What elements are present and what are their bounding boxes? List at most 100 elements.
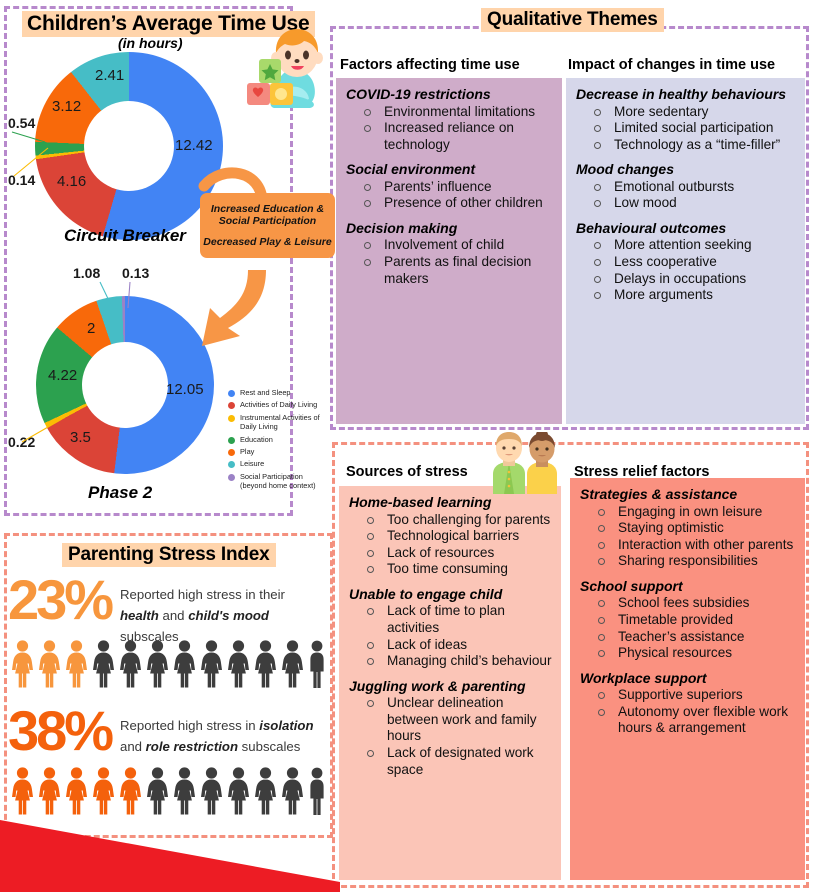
legend-color-swatch — [228, 390, 235, 397]
legend-label: Social Participation (beyond home contex… — [240, 471, 316, 491]
theme-group: Juggling work & parenting Unclear delinea… — [349, 678, 553, 778]
theme-group: Behavioural outcomes More attention seeki… — [576, 220, 797, 304]
person-icon-female — [199, 640, 224, 688]
donut2-label-education: 4.22 — [48, 367, 78, 384]
donut2-caption: Phase 2 — [88, 483, 153, 502]
legend-label: Education — [240, 434, 273, 444]
psi-desc-2-suffix: subscales — [238, 739, 301, 754]
list-item: Low mood — [592, 195, 797, 212]
legend-label: Play — [240, 447, 255, 457]
theme-group: School support School fees subsidies Timet… — [580, 578, 797, 662]
legend-label: Instrumental Activities of Daily Living — [240, 412, 320, 432]
theme-group: Workplace support Supportive superiors Aut… — [580, 670, 797, 737]
donut2-leader-lines — [21, 281, 131, 443]
list-item: More sedentary — [592, 104, 797, 121]
list-item: Parents as final decision makers — [362, 254, 554, 287]
theme-group-title: Juggling work & parenting — [349, 677, 526, 694]
time-use-title: Children’s Average Time Use — [22, 11, 315, 37]
legend-color-swatch — [228, 449, 235, 457]
list-item: Timetable provided — [596, 612, 797, 629]
list-item: Teacher’s assistance — [596, 629, 797, 646]
theme-group-list: Emotional outbursts Low mood — [576, 179, 797, 212]
region-stress-themes — [332, 442, 809, 888]
person-icon-female — [172, 640, 197, 688]
list-item: Supportive superiors — [596, 687, 797, 704]
psi-desc-2-em2: role restriction — [145, 739, 239, 754]
theme-group-title: Home-based learning — [349, 494, 492, 510]
theme-group-list: Lack of time to plan activities Lack of i… — [349, 603, 553, 669]
list-item: Presence of other children — [362, 195, 554, 212]
list-item: Sharing responsibilities — [596, 553, 797, 570]
panel-heading-impact: Impact of changes in time use — [568, 57, 776, 73]
list-item: Autonomy over flexible work hours & arra… — [596, 704, 797, 737]
person-icon-female — [37, 640, 62, 688]
chart-legend: Rest and Sleep Activities of Daily Living… — [228, 388, 330, 494]
callout-box: Increased Education & Social Participati… — [200, 193, 335, 258]
person-icon-female — [64, 640, 89, 688]
psi-desc-2-prefix: Reported high stress in — [120, 718, 260, 733]
donut2-label-adl: 3.5 — [70, 429, 91, 446]
psi-title: Parenting Stress Index — [62, 543, 276, 567]
theme-group-list: More attention seeking Less cooperative De… — [576, 237, 797, 303]
donut-hole — [84, 101, 174, 191]
donut2-label-leisure: 1.08 — [73, 265, 101, 281]
legend-item: Play — [228, 447, 330, 457]
psi-pictogram-1 — [10, 640, 329, 688]
legend-item: Social Participation (beyond home contex… — [228, 472, 330, 491]
theme-group: COVID-19 restrictions Environmental limit… — [346, 86, 554, 153]
time-use-subtitle: (in hours) — [118, 35, 183, 51]
person-icon-female — [280, 767, 305, 815]
qualitative-themes-title: Qualitative Themes — [481, 8, 664, 32]
legend-item: Activities of Daily Living — [228, 400, 330, 410]
psi-percent-2: 38% — [8, 699, 114, 762]
list-item: Too challenging for parents — [365, 512, 553, 529]
person-icon-female — [37, 767, 62, 815]
person-icon-female — [226, 767, 251, 815]
donut1-label-leisure: 2.41 — [95, 67, 125, 84]
list-item: School fees subsidies — [596, 595, 797, 612]
list-item: Lack of resources — [365, 545, 553, 562]
psi-description-1: Reported high stress in their health and… — [120, 584, 320, 647]
legend-item: Rest and Sleep — [228, 388, 330, 397]
theme-group: Mood changes Emotional outbursts Low mood — [576, 161, 797, 212]
list-item: Lack of ideas — [365, 637, 553, 654]
psi-percent-1: 23% — [8, 568, 114, 631]
psi-desc-1-em1: health — [120, 608, 159, 623]
legend-color-swatch — [228, 461, 235, 469]
list-item: Increased reliance on technology — [362, 120, 554, 153]
theme-group-title: Decision making — [346, 219, 458, 236]
theme-group-list: Too challenging for parents Technological… — [349, 512, 553, 578]
panel-heading-stress-relief: Stress relief factors — [574, 464, 710, 480]
theme-group-list: Engaging in own leisure Staying optimisti… — [580, 504, 797, 570]
donut1-label-adl: 4.16 — [57, 173, 87, 190]
person-icon-female — [199, 767, 224, 815]
donut2-label-play: 2 — [87, 320, 96, 337]
theme-group: Strategies & assistance Engaging in own l… — [580, 486, 797, 570]
panel-sources-of-stress: Home-based learning Too challenging for p… — [339, 486, 561, 880]
theme-group-list: Parents’ influence Presence of other chil… — [346, 179, 554, 212]
legend-label: Rest and Sleep — [240, 388, 291, 397]
person-icon-female — [118, 767, 143, 815]
panel-factors-affecting-time-use: COVID-19 restrictions Environmental limit… — [336, 78, 562, 424]
list-item: Too time consuming — [365, 561, 553, 578]
psi-desc-2-mid: and — [120, 739, 146, 754]
psi-pictogram-2 — [10, 767, 329, 815]
psi-desc-1-mid: and — [158, 608, 189, 623]
legend-item: Instrumental Activities of Daily Living — [228, 413, 330, 432]
theme-group-list: Environmental limitations Increased relia… — [346, 104, 554, 154]
list-item: Interaction with other parents — [596, 537, 797, 554]
psi-desc-1-suffix: subscales — [120, 629, 179, 644]
legend-label: Leisure — [240, 459, 265, 469]
child-playing-blocks-illustration — [247, 29, 323, 108]
list-item: Engaging in own leisure — [596, 504, 797, 521]
theme-group: Home-based learning Too challenging for p… — [349, 494, 553, 578]
theme-group-title: Decrease in healthy behaviours — [576, 86, 787, 102]
theme-group-title: Strategies & assistance — [580, 486, 738, 502]
theme-group: Decrease in healthy behaviours More seden… — [576, 86, 797, 153]
person-icon-female — [64, 767, 89, 815]
legend-item: Education — [228, 435, 330, 444]
panel-heading-factors: Factors affecting time use — [340, 57, 520, 73]
theme-group-title: School support — [580, 577, 683, 594]
theme-group-list: Involvement of child Parents as final dec… — [346, 237, 554, 287]
list-item: Unclear delineation between work and fam… — [365, 695, 553, 745]
